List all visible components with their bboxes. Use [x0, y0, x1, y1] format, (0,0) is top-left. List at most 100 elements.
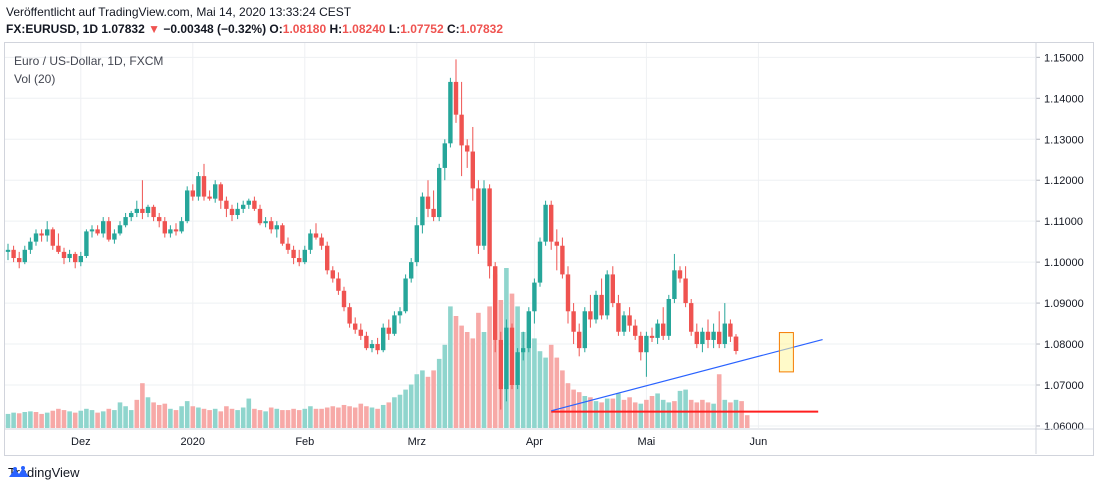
tradingview-logo-icon — [9, 466, 29, 477]
volume-bar — [470, 338, 476, 428]
volume-bar — [347, 406, 352, 428]
volume-bar — [487, 306, 492, 428]
volume-bar — [240, 407, 246, 428]
candle-body — [33, 233, 39, 242]
candle-body — [5, 249, 11, 252]
volume-bar — [459, 325, 464, 428]
candle-body — [677, 270, 683, 279]
volume-bar — [666, 402, 672, 428]
x-tick-label: Apr — [526, 436, 543, 448]
volume-bar — [588, 397, 593, 428]
volume-bar — [100, 411, 106, 428]
volume-bar — [688, 399, 694, 428]
y-tick-label: 1.10000 — [1044, 257, 1084, 269]
volume-bar — [722, 399, 728, 428]
candle-body — [414, 225, 419, 263]
candle-body — [112, 233, 117, 240]
x-tick-label: 2020 — [181, 436, 205, 448]
y-tick-label: 1.08000 — [1044, 339, 1084, 351]
ohlc-line: FX:EURUSD, 1D 1.07832 ▼ −0.00348 (−0.32%… — [6, 21, 503, 38]
volume-bar — [638, 403, 644, 428]
candle-body — [554, 241, 559, 246]
volume-bar — [257, 410, 263, 428]
volume-bar — [89, 410, 95, 428]
volume-bar — [280, 410, 285, 428]
volume-bar — [627, 397, 632, 428]
volume-bar — [50, 410, 56, 428]
candle-body — [644, 335, 649, 353]
volume-bar — [95, 412, 100, 428]
candle-body — [588, 311, 593, 320]
highlight-box — [778, 332, 794, 373]
high-value: 1.08240 — [342, 22, 386, 36]
candle-body — [196, 176, 201, 197]
volume-bar — [302, 408, 308, 428]
candle-body — [369, 344, 375, 349]
candle-body — [291, 249, 296, 259]
candle-body — [145, 206, 151, 213]
volume-bar — [604, 398, 610, 428]
y-tick-label: 1.14000 — [1044, 93, 1084, 105]
candle-body — [700, 331, 705, 345]
volume-bar — [313, 408, 319, 428]
volume-bar — [84, 408, 89, 428]
volume-bar — [173, 410, 179, 428]
candle-body — [470, 151, 475, 189]
x-tick-label: Mrz — [408, 436, 426, 448]
published-line: Veröffentlicht auf TradingView.com, Mai … — [6, 5, 352, 19]
candle-body — [633, 325, 638, 336]
candle-body — [235, 208, 240, 216]
candle-body — [403, 278, 408, 312]
candle-body — [537, 241, 543, 283]
volume-bar — [716, 374, 722, 428]
volume-bar — [677, 390, 683, 428]
volume-bar — [72, 412, 78, 428]
candle-body — [397, 311, 403, 316]
chart-header: Veröffentlicht auf TradingView.com, Mai … — [6, 4, 503, 38]
volume-bar — [621, 399, 627, 428]
volume-bar — [711, 403, 716, 428]
volume-bar — [268, 407, 274, 428]
candle-body — [420, 196, 425, 226]
volume-bar — [212, 408, 218, 428]
brand-footer[interactable]: TradingView — [8, 465, 80, 480]
candle-body — [117, 225, 123, 234]
candle-body — [185, 190, 190, 222]
candle-body — [409, 262, 414, 279]
volume-bar — [330, 406, 336, 428]
candle-body — [487, 188, 492, 267]
candle-body — [593, 294, 599, 320]
volume-bar — [464, 332, 470, 428]
y-tick-label: 1.15000 — [1044, 52, 1084, 64]
candle-body — [78, 255, 83, 263]
candle-body — [269, 221, 274, 230]
candle-body — [605, 274, 610, 316]
candle-body — [717, 331, 722, 345]
open-value: 1.08180 — [282, 22, 327, 36]
volume-bar — [554, 357, 560, 428]
volume-bar — [537, 351, 543, 428]
candle-body — [364, 335, 369, 349]
y-tick-label: 1.11000 — [1044, 216, 1083, 228]
candle-body — [661, 323, 666, 336]
x-tick-label: Dez — [71, 436, 91, 448]
candle-body — [229, 208, 235, 216]
candle-body — [241, 204, 246, 209]
candle-body — [532, 282, 537, 312]
chart-frame[interactable] — [4, 42, 1094, 456]
volume-bar — [224, 406, 229, 428]
candle-body — [319, 237, 324, 246]
candle-body — [610, 274, 615, 304]
candle-body — [638, 335, 643, 353]
volume-bar — [660, 399, 666, 428]
candle-body — [73, 253, 78, 263]
volume-bar — [162, 403, 168, 428]
candle-body — [207, 196, 212, 199]
volume-bar — [532, 338, 537, 428]
volume-bar — [134, 399, 140, 428]
volume-bar — [196, 407, 201, 428]
series-legend: Euro / US-Dollar, 1D, FXCM — [14, 54, 164, 68]
candle-body — [694, 331, 699, 345]
volume-bar — [190, 406, 196, 428]
